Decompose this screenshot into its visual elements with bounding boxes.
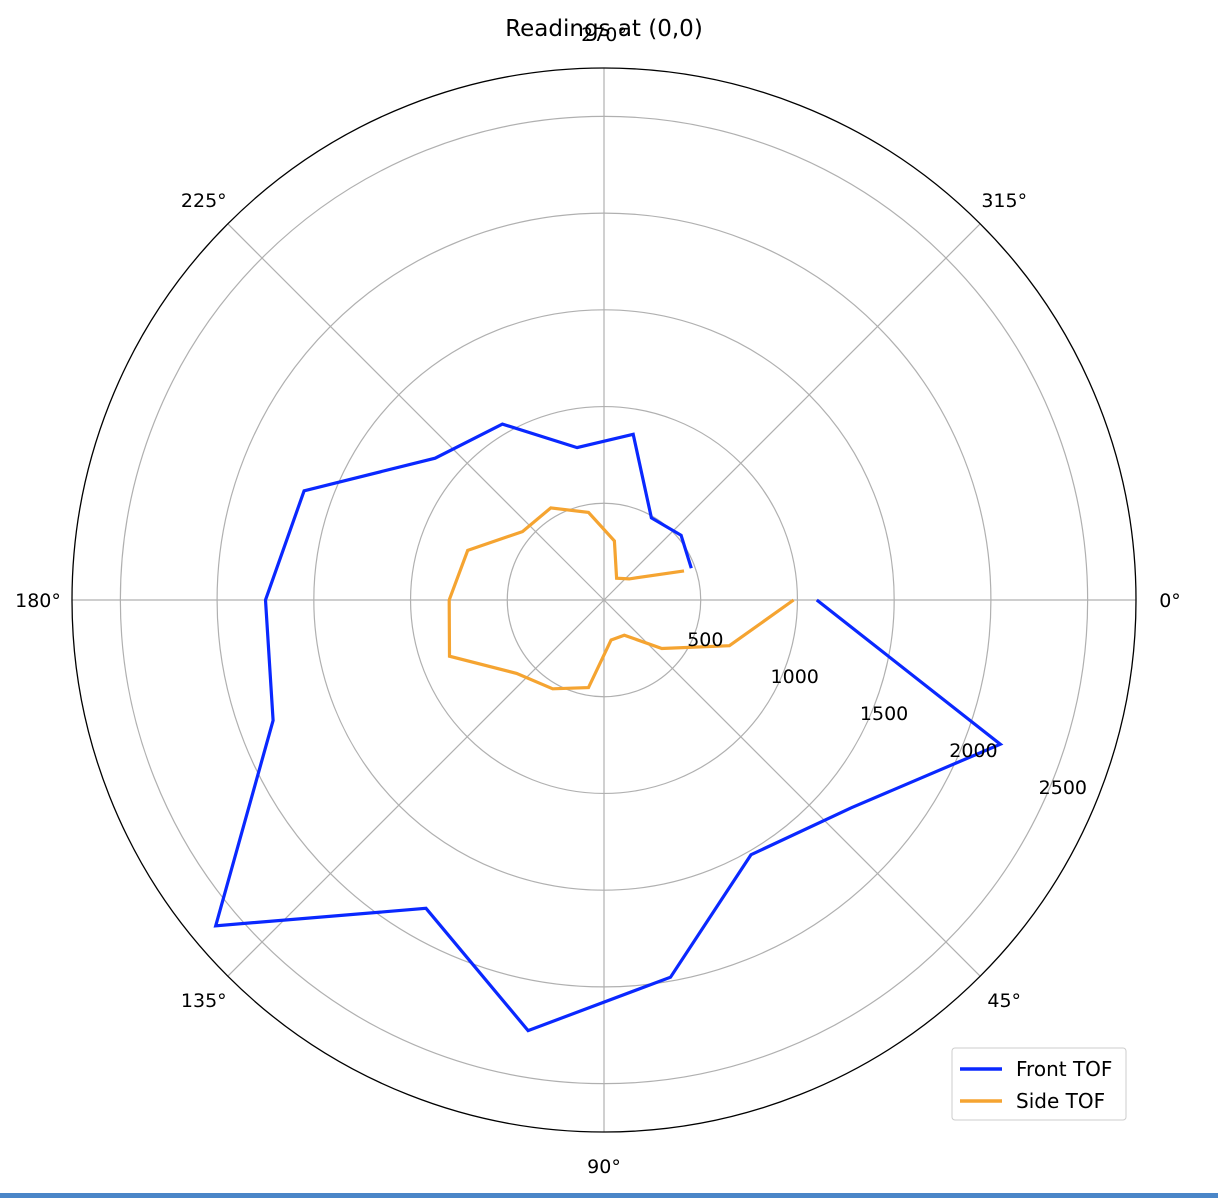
legend-label-side-tof: Side TOF <box>1016 1089 1105 1113</box>
r-tick-label: 2500 <box>1039 777 1087 799</box>
polar-frame <box>71 67 1137 1133</box>
theta-grid-spoke-225 <box>227 223 605 601</box>
window-bottom-border <box>0 1193 1218 1198</box>
r-tick-label: 500 <box>687 629 723 651</box>
theta-tick-label: 315° <box>981 190 1027 212</box>
legend: Front TOF Side TOF <box>951 1047 1127 1121</box>
theta-grid-spoke-135 <box>227 599 605 977</box>
series-lines <box>213 422 1004 1033</box>
grid <box>71 67 1137 1133</box>
theta-tick-label: 225° <box>181 190 227 212</box>
legend-label-front-tof: Front TOF <box>1016 1057 1112 1081</box>
theta-grid-spoke-315 <box>603 223 981 601</box>
r-tick-label: 1000 <box>771 666 819 688</box>
r-tick-label: 1500 <box>860 703 908 725</box>
theta-grid-spoke-45 <box>603 599 981 977</box>
theta-tick-label: 270° <box>581 24 627 46</box>
r-tick-label: 2000 <box>949 740 997 762</box>
series-line-side-tof <box>447 506 795 691</box>
tick-labels: 0° 45° 90° 135° 180° 225° 270° 315° 500 1000 1500 2… <box>15 24 1181 1178</box>
theta-tick-label: 0° <box>1159 590 1181 612</box>
theta-tick-label: 45° <box>987 990 1021 1012</box>
theta-tick-label: 135° <box>181 990 227 1012</box>
series-line-front-tof <box>213 422 1004 1033</box>
theta-tick-label: 180° <box>15 590 61 612</box>
chart-title: Readings at (0,0) <box>505 16 703 42</box>
theta-tick-label: 90° <box>587 1156 621 1178</box>
